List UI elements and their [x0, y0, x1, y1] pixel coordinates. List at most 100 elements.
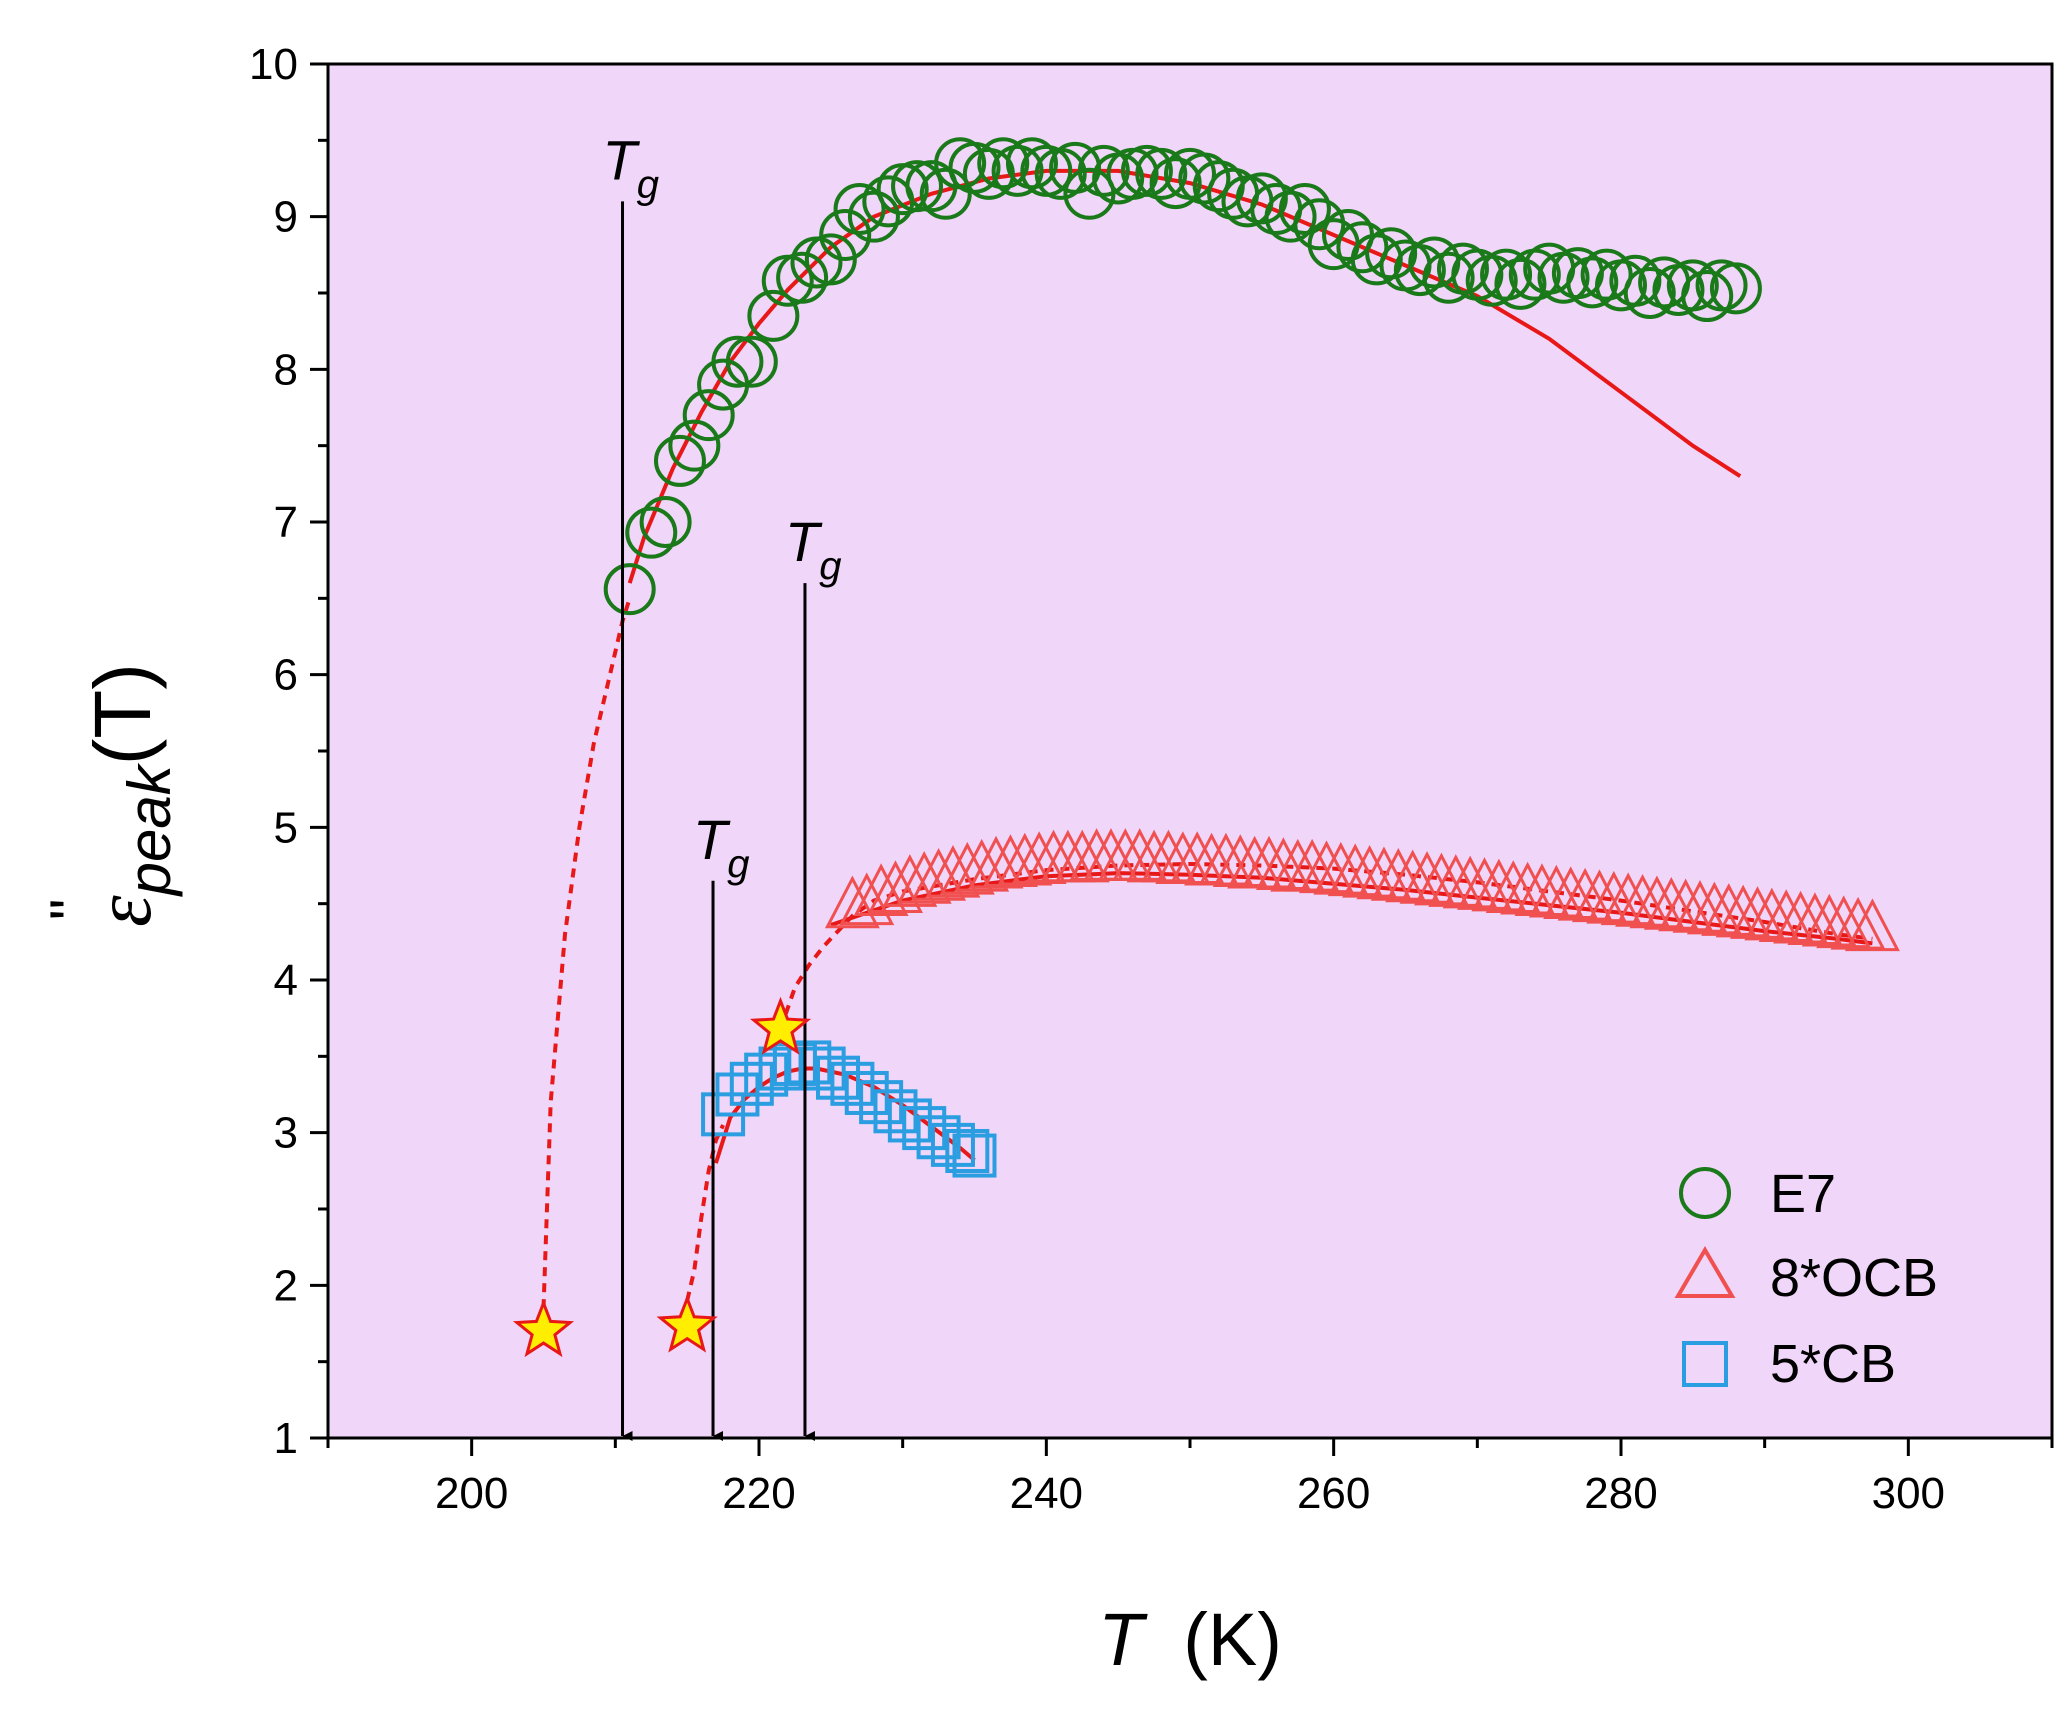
- y-tick-label: 8: [274, 345, 298, 394]
- star-e7: [512, 1298, 575, 1358]
- point-8ocb: [1169, 831, 1225, 884]
- point-8ocb: [1241, 835, 1297, 889]
- point-8ocb: [1629, 875, 1685, 929]
- y-axis-argument: (T): [78, 663, 167, 765]
- point-e7: [1293, 198, 1346, 251]
- svg-text:εpeak(T): εpeak(T): [78, 663, 183, 927]
- point-5cb: [945, 1128, 990, 1173]
- point-8ocb: [1730, 886, 1785, 939]
- point-e7: [776, 251, 829, 304]
- point-5cb: [887, 1098, 932, 1143]
- point-8ocb: [1327, 843, 1383, 897]
- plot-area: [328, 64, 2052, 1438]
- y-tick-label: 9: [274, 193, 298, 242]
- point-e7: [1049, 141, 1102, 194]
- fit-dashed-5cb: [685, 1124, 725, 1302]
- point-8ocb: [1428, 854, 1484, 907]
- point-8ocb: [824, 875, 880, 929]
- tg-annotations-layer: Tg Tg Tg: [603, 128, 841, 1441]
- point-e7: [653, 434, 706, 487]
- point-e7: [1393, 244, 1446, 297]
- point-5cb: [744, 1052, 789, 1097]
- point-8ocb: [1528, 864, 1584, 918]
- axes-layer: 200 220 240 260 280 300 1 2 3 4 5 6 7 8 9 10: [249, 40, 2054, 1518]
- point-e7: [1365, 227, 1418, 280]
- legend-marker-8ocb: [1674, 1246, 1736, 1298]
- point-8ocb: [997, 832, 1053, 886]
- point-e7: [804, 233, 857, 286]
- point-e7: [1336, 221, 1389, 274]
- point-8ocb: [1284, 838, 1340, 892]
- point-8ocb: [1715, 884, 1771, 938]
- point-8ocb: [968, 835, 1024, 889]
- point-e7: [991, 144, 1044, 197]
- point-8ocb: [1500, 861, 1556, 915]
- point-e7: [919, 167, 972, 220]
- point-8ocb: [1586, 870, 1642, 924]
- point-8ocb: [1385, 849, 1441, 903]
- star-5cb: [656, 1294, 718, 1353]
- star-markers-layer: [512, 996, 812, 1358]
- point-e7: [711, 335, 764, 388]
- point-e7: [682, 389, 735, 442]
- legend-label-e7: E7: [1770, 1164, 1836, 1224]
- y-tick-label: 10: [249, 40, 298, 89]
- fit-solid-5cb: [713, 1066, 976, 1164]
- x-tick-label: 240: [1010, 1469, 1083, 1518]
- point-8ocb: [1801, 893, 1857, 947]
- y-tick-label: 5: [274, 803, 298, 852]
- tg-label-1: Tg: [603, 128, 659, 206]
- y-axis-symbol: ε: [80, 895, 168, 927]
- point-5cb: [873, 1089, 918, 1134]
- point-5cb: [952, 1133, 997, 1178]
- point-e7: [962, 147, 1015, 200]
- point-5cb: [729, 1061, 774, 1106]
- point-8ocb: [1054, 829, 1110, 883]
- point-8ocb: [1643, 876, 1699, 930]
- point-8ocb: [1471, 858, 1527, 912]
- point-e7: [639, 496, 692, 548]
- tg-label-3: Tg: [785, 510, 841, 588]
- fit-solid-e7: [627, 168, 1742, 584]
- point-8ocb: [1571, 869, 1627, 923]
- y-axis-title: εpeak(T) ": [38, 663, 183, 927]
- point-8ocb: [1686, 881, 1742, 935]
- point-e7: [747, 289, 800, 342]
- point-e7: [1422, 251, 1475, 304]
- point-8ocb: [1212, 834, 1268, 887]
- point-5cb: [787, 1040, 832, 1085]
- point-5cb: [902, 1106, 947, 1151]
- x-tick-label: 220: [722, 1469, 795, 1518]
- legend-label-8ocb: 8*OCB: [1770, 1248, 1938, 1308]
- point-e7: [819, 208, 872, 261]
- point-e7: [891, 160, 944, 213]
- point-5cb: [758, 1046, 803, 1091]
- point-e7: [1480, 248, 1533, 301]
- legend: E7 8*OCB 5*CB: [1674, 1164, 1938, 1394]
- point-e7: [1178, 152, 1231, 205]
- legend-marker-5cb: [1682, 1341, 1728, 1387]
- x-tick-label: 280: [1584, 1469, 1657, 1518]
- point-e7: [1005, 137, 1058, 190]
- point-e7: [1135, 147, 1188, 200]
- x-tick-label: 300: [1872, 1469, 1945, 1518]
- legend-marker-e7: [1679, 1167, 1731, 1219]
- point-e7: [725, 335, 778, 388]
- x-axis-symbol: T: [1098, 1598, 1148, 1681]
- point-8ocb: [982, 834, 1038, 887]
- point-e7: [1494, 257, 1547, 310]
- point-e7: [1149, 157, 1202, 210]
- point-8ocb: [1844, 898, 1900, 952]
- point-8ocb: [1773, 890, 1829, 944]
- tg-label-2: Tg: [693, 808, 749, 886]
- point-8ocb: [1485, 860, 1541, 913]
- point-e7: [1235, 172, 1288, 225]
- point-8ocb: [1342, 844, 1398, 898]
- point-8ocb: [1672, 880, 1728, 933]
- y-tick-label: 3: [274, 1109, 298, 1158]
- point-8ocb: [1356, 846, 1412, 900]
- tg-label-symbol: T: [785, 510, 823, 573]
- point-e7: [1566, 256, 1619, 309]
- point-8ocb: [1413, 852, 1469, 906]
